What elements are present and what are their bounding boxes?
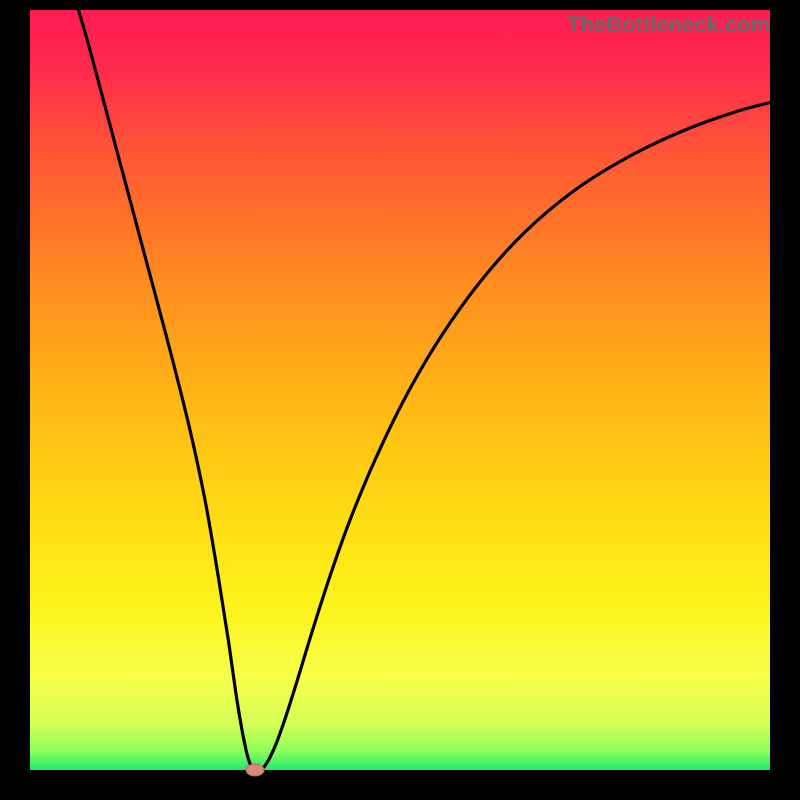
curve-layer: [30, 10, 770, 770]
watermark-label: TheBottleneck.com: [567, 12, 770, 38]
bottleneck-curve: [77, 5, 772, 771]
optimum-marker: [246, 764, 265, 777]
chart-container: TheBottleneck.com: [0, 0, 800, 800]
